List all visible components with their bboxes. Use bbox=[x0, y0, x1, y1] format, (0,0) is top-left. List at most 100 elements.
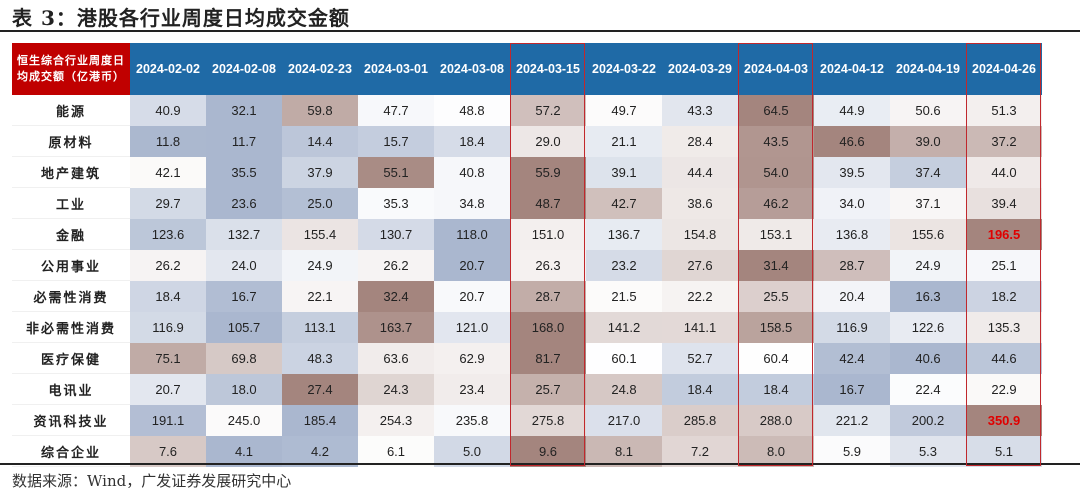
heatmap-cell: 113.1 bbox=[282, 311, 358, 343]
heatmap-cell: 48.7 bbox=[510, 187, 586, 219]
heatmap-cell: 44.9 bbox=[814, 95, 890, 126]
heatmap-cell: 37.4 bbox=[890, 156, 966, 188]
column-header: 2024-04-12 bbox=[814, 43, 890, 95]
heatmap-cell: 5.9 bbox=[814, 435, 890, 467]
column-header: 2024-02-08 bbox=[206, 43, 282, 95]
heatmap-cell: 116.9 bbox=[130, 311, 206, 343]
heatmap-cell: 51.3 bbox=[966, 95, 1042, 126]
heatmap-cell: 42.7 bbox=[586, 187, 662, 219]
heatmap-cell: 39.1 bbox=[586, 156, 662, 188]
heatmap-cell: 158.5 bbox=[738, 311, 814, 343]
table-row: 金融 123.6 132.7 155.4 130.7 118.0 151.0 136.7 154… bbox=[12, 218, 1042, 250]
column-header: 2024-03-22 bbox=[586, 43, 662, 95]
column-header: 2024-03-08 bbox=[434, 43, 510, 95]
column-header: 2024-04-03 bbox=[738, 43, 814, 95]
heatmap-cell: 63.6 bbox=[358, 342, 434, 374]
heatmap-cell: 155.6 bbox=[890, 218, 966, 250]
heatmap-cell: 5.3 bbox=[890, 435, 966, 467]
heatmap-cell: 64.5 bbox=[738, 95, 814, 126]
heatmap-cell: 39.0 bbox=[890, 125, 966, 157]
heatmap-cell: 40.8 bbox=[434, 156, 510, 188]
heatmap-cell: 136.8 bbox=[814, 218, 890, 250]
heatmap-cell: 60.4 bbox=[738, 342, 814, 374]
heatmap-cell: 35.3 bbox=[358, 187, 434, 219]
column-header: 2024-02-23 bbox=[282, 43, 358, 95]
heatmap-cell: 23.4 bbox=[434, 373, 510, 405]
source-note: 数据来源：Wind，广发证券发展研究中心 bbox=[12, 472, 292, 490]
heatmap-cell: 43.5 bbox=[738, 125, 814, 157]
heatmap-cell: 151.0 bbox=[510, 218, 586, 250]
table-row: 工业 29.7 23.6 25.0 35.3 34.8 48.7 42.7 38.6 46.2 34… bbox=[12, 187, 1042, 219]
table-row: 电讯业 20.7 18.0 27.4 24.3 23.4 25.7 24.8 18.4 18.4 1… bbox=[12, 373, 1042, 405]
heatmap-cell: 20.7 bbox=[434, 280, 510, 312]
heatmap-cell: 9.6 bbox=[510, 435, 586, 467]
heatmap-cell: 37.2 bbox=[966, 125, 1042, 157]
heatmap-cell: 37.1 bbox=[890, 187, 966, 219]
heatmap-cell: 18.2 bbox=[966, 280, 1042, 312]
heatmap-cell: 25.5 bbox=[738, 280, 814, 312]
heatmap-cell: 22.2 bbox=[662, 280, 738, 312]
heatmap-cell: 221.2 bbox=[814, 404, 890, 436]
heatmap-cell: 4.1 bbox=[206, 435, 282, 467]
heatmap-cell: 123.6 bbox=[130, 218, 206, 250]
table-row: 综合企业 7.6 4.1 4.2 6.1 5.0 9.6 8.1 7.2 8.0 5.9 5.3 5.1 bbox=[12, 435, 1042, 467]
heatmap-cell: 52.7 bbox=[662, 342, 738, 374]
heatmap-cell: 46.6 bbox=[814, 125, 890, 157]
heatmap-cell: 69.8 bbox=[206, 342, 282, 374]
heatmap-cell: 25.7 bbox=[510, 373, 586, 405]
heatmap-cell: 132.7 bbox=[206, 218, 282, 250]
heatmap-cell: 42.4 bbox=[814, 342, 890, 374]
heatmap-cell: 15.7 bbox=[358, 125, 434, 157]
row-label: 金融 bbox=[12, 218, 130, 250]
heatmap-cell: 48.3 bbox=[282, 342, 358, 374]
heatmap-cell: 14.4 bbox=[282, 125, 358, 157]
heatmap-cell: 75.1 bbox=[130, 342, 206, 374]
table-row: 必需性消费 18.4 16.7 22.1 32.4 20.7 28.7 21.5 22.2 25.… bbox=[12, 280, 1042, 312]
heatmap-cell: 34.8 bbox=[434, 187, 510, 219]
heatmap-cell: 25.0 bbox=[282, 187, 358, 219]
heatmap-cell: 116.9 bbox=[814, 311, 890, 343]
row-label: 能源 bbox=[12, 95, 130, 126]
heatmap-cell: 18.4 bbox=[738, 373, 814, 405]
heatmap-cell: 55.1 bbox=[358, 156, 434, 188]
heatmap-cell: 26.2 bbox=[130, 249, 206, 281]
heatmap-cell: 135.3 bbox=[966, 311, 1042, 343]
heatmap-cell: 55.9 bbox=[510, 156, 586, 188]
heatmap-cell: 26.2 bbox=[358, 249, 434, 281]
heatmap-cell: 29.0 bbox=[510, 125, 586, 157]
heatmap-cell: 22.9 bbox=[966, 373, 1042, 405]
heatmap-cell: 105.7 bbox=[206, 311, 282, 343]
heatmap-cell: 288.0 bbox=[738, 404, 814, 436]
heatmap-cell: 60.1 bbox=[586, 342, 662, 374]
heatmap-table: 恒生综合行业周度日均成交额（亿港币） 2024-02-02 2024-02-08 20… bbox=[12, 43, 1042, 467]
heatmap-cell: 6.1 bbox=[358, 435, 434, 467]
heatmap-cell: 31.4 bbox=[738, 249, 814, 281]
heatmap-cell: 235.8 bbox=[434, 404, 510, 436]
heatmap-cell: 18.4 bbox=[434, 125, 510, 157]
heatmap-cell: 200.2 bbox=[890, 404, 966, 436]
heatmap-cell: 46.2 bbox=[738, 187, 814, 219]
heatmap-cell: 44.4 bbox=[662, 156, 738, 188]
heatmap-cell: 20.7 bbox=[434, 249, 510, 281]
heatmap-cell: 18.4 bbox=[662, 373, 738, 405]
heatmap-cell: 34.0 bbox=[814, 187, 890, 219]
heatmap-cell: 18.4 bbox=[130, 280, 206, 312]
heatmap-cell: 39.4 bbox=[966, 187, 1042, 219]
heatmap-cell: 24.8 bbox=[586, 373, 662, 405]
heatmap-cell: 44.0 bbox=[966, 156, 1042, 188]
table-row: 非必需性消费 116.9 105.7 113.1 163.7 121.0 168.0 141.… bbox=[12, 311, 1042, 343]
heatmap-cell: 21.1 bbox=[586, 125, 662, 157]
row-label: 必需性消费 bbox=[12, 280, 130, 312]
heatmap-cell: 121.0 bbox=[434, 311, 510, 343]
heatmap-cell: 141.1 bbox=[662, 311, 738, 343]
table-row: 地产建筑 42.1 35.5 37.9 55.1 40.8 55.9 39.1 44.4 54.0… bbox=[12, 156, 1042, 188]
heatmap-cell: 62.9 bbox=[434, 342, 510, 374]
row-label: 公用事业 bbox=[12, 249, 130, 281]
heatmap-cell: 130.7 bbox=[358, 218, 434, 250]
heatmap-cell: 7.2 bbox=[662, 435, 738, 467]
heatmap-cell: 16.3 bbox=[890, 280, 966, 312]
heatmap-cell: 21.5 bbox=[586, 280, 662, 312]
heatmap-cell: 23.2 bbox=[586, 249, 662, 281]
heatmap-cell: 196.5 bbox=[966, 218, 1042, 250]
heatmap-cell: 44.6 bbox=[966, 342, 1042, 374]
